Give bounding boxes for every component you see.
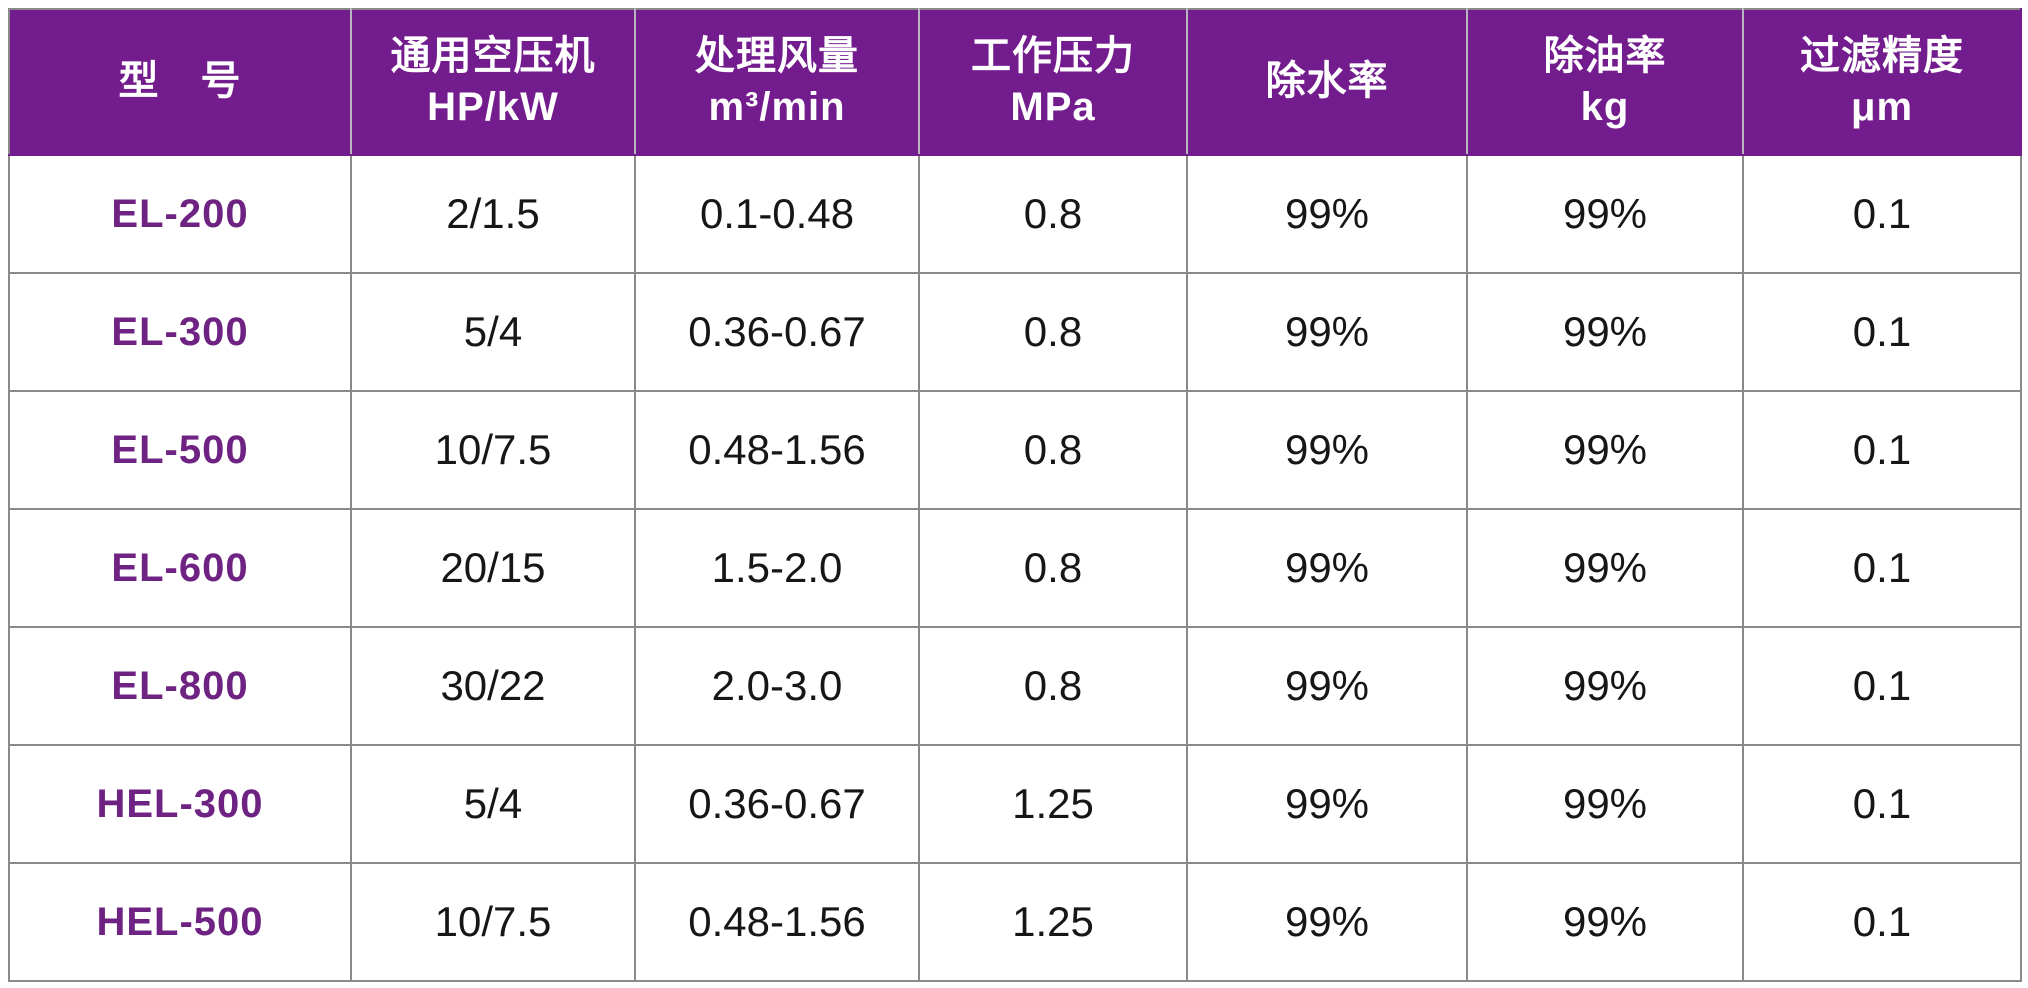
column-title: 处理风量 bbox=[695, 33, 859, 78]
pressure-cell: 1.25 bbox=[918, 744, 1188, 864]
water-removal-cell: 99% bbox=[1186, 744, 1468, 864]
compressor-cell: 20/15 bbox=[350, 508, 636, 628]
airflow-cell: 1.5-2.0 bbox=[634, 508, 920, 628]
compressor-cell: 2/1.5 bbox=[350, 154, 636, 274]
model-cell: EL-800 bbox=[8, 626, 352, 746]
column-header-water-removal: 除水率 bbox=[1187, 9, 1468, 156]
pressure-cell: 0.8 bbox=[918, 508, 1188, 628]
airflow-cell: 0.48-1.56 bbox=[634, 862, 920, 982]
spec-table: 型 号 通用空压机 HP/kW 处理风量 m³/min 工作压力 MPa 除水率 bbox=[8, 8, 2022, 982]
column-unit: MPa bbox=[1010, 85, 1096, 129]
oil-removal-cell: 99% bbox=[1466, 508, 1744, 628]
filtration-cell: 0.1 bbox=[1742, 744, 2022, 864]
airflow-cell: 0.36-0.67 bbox=[634, 272, 920, 392]
filtration-cell: 0.1 bbox=[1742, 390, 2022, 510]
water-removal-cell: 99% bbox=[1186, 862, 1468, 982]
pressure-cell: 1.25 bbox=[918, 862, 1188, 982]
column-title: 除水率 bbox=[1265, 59, 1389, 104]
header-row: 型 号 通用空压机 HP/kW 处理风量 m³/min 工作压力 MPa 除水率 bbox=[9, 9, 2022, 156]
table-body: EL-200 2/1.5 0.1-0.48 0.8 99% 99% 0.1 EL… bbox=[8, 154, 2022, 982]
column-title: 通用空压机 bbox=[390, 33, 596, 78]
table-row: HEL-500 10/7.5 0.48-1.56 1.25 99% 99% 0.… bbox=[8, 862, 2022, 982]
table-row: EL-800 30/22 2.0-3.0 0.8 99% 99% 0.1 bbox=[8, 626, 2022, 746]
column-header-pressure: 工作压力 MPa bbox=[919, 9, 1188, 156]
model-cell: HEL-500 bbox=[8, 862, 352, 982]
compressor-cell: 10/7.5 bbox=[350, 862, 636, 982]
filtration-cell: 0.1 bbox=[1742, 508, 2022, 628]
airflow-cell: 2.0-3.0 bbox=[634, 626, 920, 746]
model-cell: HEL-300 bbox=[8, 744, 352, 864]
water-removal-cell: 99% bbox=[1186, 508, 1468, 628]
model-cell: EL-600 bbox=[8, 508, 352, 628]
compressor-cell: 5/4 bbox=[350, 272, 636, 392]
model-cell: EL-500 bbox=[8, 390, 352, 510]
column-header-airflow: 处理风量 m³/min bbox=[635, 9, 920, 156]
column-title: 除油率 bbox=[1543, 33, 1667, 78]
pressure-cell: 0.8 bbox=[918, 390, 1188, 510]
filtration-cell: 0.1 bbox=[1742, 272, 2022, 392]
pressure-cell: 0.8 bbox=[918, 272, 1188, 392]
column-header-model: 型 号 bbox=[9, 9, 352, 156]
oil-removal-cell: 99% bbox=[1466, 862, 1744, 982]
column-header-oil-removal: 除油率 kg bbox=[1467, 9, 1744, 156]
airflow-cell: 0.36-0.67 bbox=[634, 744, 920, 864]
compressor-cell: 5/4 bbox=[350, 744, 636, 864]
airflow-cell: 0.1-0.48 bbox=[634, 154, 920, 274]
water-removal-cell: 99% bbox=[1186, 390, 1468, 510]
column-title: 工作压力 bbox=[971, 33, 1135, 78]
table-row: EL-500 10/7.5 0.48-1.56 0.8 99% 99% 0.1 bbox=[8, 390, 2022, 510]
column-unit: m³/min bbox=[708, 85, 846, 129]
water-removal-cell: 99% bbox=[1186, 626, 1468, 746]
water-removal-cell: 99% bbox=[1186, 272, 1468, 392]
water-removal-cell: 99% bbox=[1186, 154, 1468, 274]
table-row: HEL-300 5/4 0.36-0.67 1.25 99% 99% 0.1 bbox=[8, 744, 2022, 864]
oil-removal-cell: 99% bbox=[1466, 272, 1744, 392]
oil-removal-cell: 99% bbox=[1466, 154, 1744, 274]
column-title: 型 号 bbox=[118, 59, 242, 104]
column-unit: kg bbox=[1580, 85, 1630, 129]
column-unit: HP/kW bbox=[427, 85, 559, 129]
compressor-cell: 10/7.5 bbox=[350, 390, 636, 510]
airflow-cell: 0.48-1.56 bbox=[634, 390, 920, 510]
model-cell: EL-300 bbox=[8, 272, 352, 392]
table-row: EL-200 2/1.5 0.1-0.48 0.8 99% 99% 0.1 bbox=[8, 154, 2022, 274]
column-header-filtration: 过滤精度 μm bbox=[1743, 9, 2022, 156]
table-row: EL-600 20/15 1.5-2.0 0.8 99% 99% 0.1 bbox=[8, 508, 2022, 628]
model-cell: EL-200 bbox=[8, 154, 352, 274]
column-unit: μm bbox=[1850, 85, 1914, 129]
oil-removal-cell: 99% bbox=[1466, 390, 1744, 510]
oil-removal-cell: 99% bbox=[1466, 744, 1744, 864]
filtration-cell: 0.1 bbox=[1742, 154, 2022, 274]
column-header-compressor: 通用空压机 HP/kW bbox=[351, 9, 636, 156]
filtration-cell: 0.1 bbox=[1742, 626, 2022, 746]
column-title: 过滤精度 bbox=[1800, 33, 1964, 78]
oil-removal-cell: 99% bbox=[1466, 626, 1744, 746]
compressor-cell: 30/22 bbox=[350, 626, 636, 746]
pressure-cell: 0.8 bbox=[918, 626, 1188, 746]
filtration-cell: 0.1 bbox=[1742, 862, 2022, 982]
table-row: EL-300 5/4 0.36-0.67 0.8 99% 99% 0.1 bbox=[8, 272, 2022, 392]
table-header: 型 号 通用空压机 HP/kW 处理风量 m³/min 工作压力 MPa 除水率 bbox=[9, 9, 2022, 156]
pressure-cell: 0.8 bbox=[918, 154, 1188, 274]
